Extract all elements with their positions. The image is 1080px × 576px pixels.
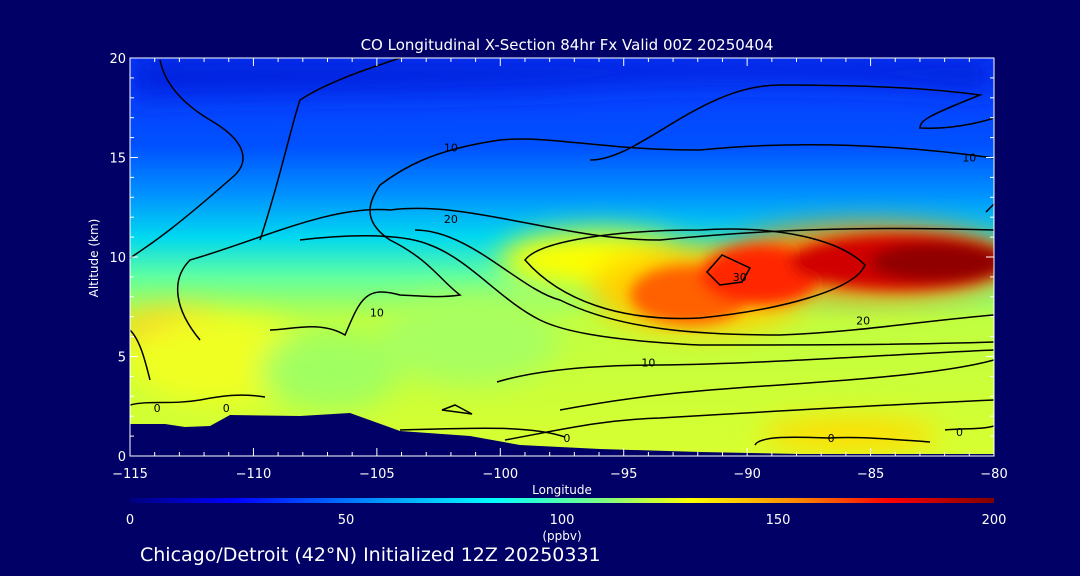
colorbar-ticks: 0 50 100 150 200 bbox=[126, 513, 1007, 528]
contour-label: 0 bbox=[828, 432, 835, 445]
contour-label: 0 bbox=[563, 432, 570, 445]
colorbar-tick-label: 50 bbox=[338, 513, 355, 528]
y-tick-label: 0 bbox=[118, 450, 126, 465]
x-tick-label: −85 bbox=[857, 467, 884, 482]
colorbar-tick-label: 100 bbox=[550, 513, 575, 528]
y-tick-label: 10 bbox=[109, 251, 126, 266]
contour-line-lower-band bbox=[504, 399, 994, 441]
contour-line-west-lower bbox=[130, 329, 151, 381]
contour-line-0-far-east bbox=[944, 425, 994, 431]
contour-line-0-mid bbox=[399, 427, 566, 438]
contour-line-10-upper bbox=[269, 138, 994, 337]
plot-area: 10 10 20 30 20 10 10 0 0 0 0 0 bbox=[130, 58, 994, 456]
terrain-mask bbox=[130, 413, 994, 456]
x-tick-label: −90 bbox=[733, 467, 760, 482]
contour-line-30-outer bbox=[524, 228, 866, 320]
chart-title: CO Longitudinal X-Section 84hr Fx Valid … bbox=[361, 36, 774, 54]
contour-label: 0 bbox=[223, 402, 230, 415]
y-tick-label: 15 bbox=[109, 152, 126, 167]
y-axis-label: Altitude (km) bbox=[87, 219, 101, 298]
contour-labels: 10 10 20 30 20 10 10 0 0 0 0 0 bbox=[154, 142, 977, 446]
colorbar-tick-label: 200 bbox=[982, 513, 1007, 528]
contour-lines bbox=[130, 58, 994, 446]
contour-line-10-low bbox=[496, 349, 994, 383]
x-axis-label: Longitude bbox=[532, 483, 592, 497]
contour-label: 30 bbox=[733, 271, 747, 284]
contour-line-east-edge bbox=[985, 203, 994, 213]
contour-label: 10 bbox=[641, 356, 655, 369]
x-tick-label: −100 bbox=[482, 467, 518, 482]
contour-line-0-west bbox=[130, 394, 266, 406]
contour-label: 0 bbox=[154, 402, 161, 415]
y-axis: 0 5 10 15 20 bbox=[109, 52, 994, 465]
contour-label: 10 bbox=[962, 152, 976, 165]
x-tick-label: −105 bbox=[359, 467, 395, 482]
y-tick-label: 20 bbox=[109, 52, 126, 67]
y-tick-label: 5 bbox=[118, 351, 126, 366]
x-axis: −115 −110 −105 −100 −95 −90 −85 −80 bbox=[112, 58, 1008, 482]
x-tick-label: −115 bbox=[112, 467, 148, 482]
colorbar-tick-label: 0 bbox=[126, 513, 134, 528]
contour-line-0-east bbox=[754, 436, 931, 446]
contour-line-30-inner bbox=[705, 254, 752, 286]
concentration-core bbox=[630, 234, 994, 325]
contour-line-top-east bbox=[589, 84, 994, 161]
contour-line-10-north bbox=[259, 58, 401, 241]
contour-line-10-west bbox=[130, 59, 244, 259]
contour-label: 10 bbox=[370, 307, 384, 320]
x-tick-label: −80 bbox=[980, 467, 1007, 482]
colorbar-tick-label: 150 bbox=[766, 513, 791, 528]
contour-line-mid-band bbox=[559, 359, 994, 411]
contour-line-20-inner bbox=[299, 235, 994, 346]
contour-line-25 bbox=[414, 229, 994, 336]
contour-label: 10 bbox=[444, 142, 458, 155]
contour-label: 20 bbox=[444, 213, 458, 226]
contour-label: 20 bbox=[856, 315, 870, 328]
contour-line-20 bbox=[176, 207, 994, 341]
x-tick-label: −95 bbox=[610, 467, 637, 482]
contour-line-small-loop bbox=[441, 404, 473, 415]
contour-label: 0 bbox=[956, 426, 963, 439]
footer-initialization-text: Chicago/Detroit (42°N) Initialized 12Z 2… bbox=[140, 544, 601, 566]
x-tick-label: −110 bbox=[236, 467, 272, 482]
colorbar bbox=[130, 498, 994, 503]
colorbar-unit-label: (ppbv) bbox=[542, 529, 581, 543]
